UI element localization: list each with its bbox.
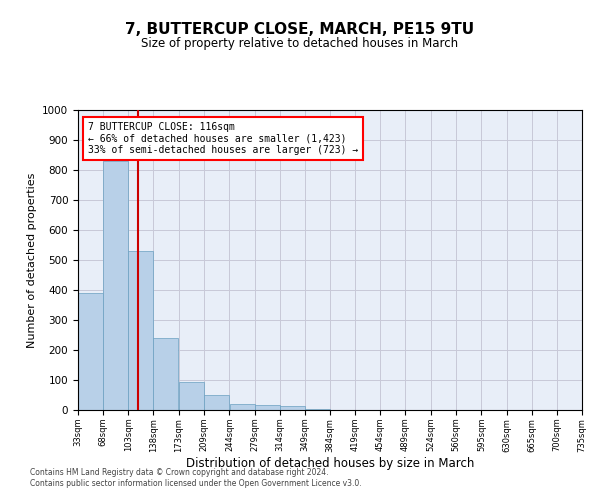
Bar — [78, 293, 103, 410]
Text: 7, BUTTERCUP CLOSE, MARCH, PE15 9TU: 7, BUTTERCUP CLOSE, MARCH, PE15 9TU — [125, 22, 475, 38]
Bar — [205, 395, 229, 410]
Y-axis label: Number of detached properties: Number of detached properties — [26, 172, 37, 348]
Bar — [280, 406, 305, 410]
Bar — [103, 161, 128, 410]
X-axis label: Distribution of detached houses by size in March: Distribution of detached houses by size … — [186, 457, 474, 470]
Text: 7 BUTTERCUP CLOSE: 116sqm
← 66% of detached houses are smaller (1,423)
33% of se: 7 BUTTERCUP CLOSE: 116sqm ← 66% of detac… — [88, 122, 358, 155]
Text: Size of property relative to detached houses in March: Size of property relative to detached ho… — [142, 38, 458, 51]
Bar — [230, 404, 254, 410]
Text: Contains HM Land Registry data © Crown copyright and database right 2024.
Contai: Contains HM Land Registry data © Crown c… — [30, 468, 362, 487]
Bar — [305, 408, 330, 410]
Bar — [254, 404, 280, 410]
Bar — [128, 251, 154, 410]
Bar — [154, 338, 178, 410]
Bar — [179, 382, 203, 410]
